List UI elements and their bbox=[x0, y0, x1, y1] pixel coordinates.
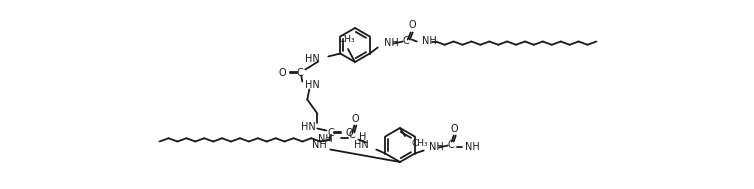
Text: O: O bbox=[451, 123, 458, 133]
Text: C: C bbox=[447, 139, 454, 149]
Text: NH: NH bbox=[317, 135, 333, 145]
Text: HN: HN bbox=[305, 53, 319, 64]
Text: NH: NH bbox=[429, 143, 443, 153]
Text: C: C bbox=[403, 36, 409, 46]
Text: NH: NH bbox=[311, 139, 326, 149]
Text: HN: HN bbox=[301, 122, 315, 132]
Text: O: O bbox=[409, 20, 416, 30]
Text: CH₃: CH₃ bbox=[411, 139, 428, 149]
Text: NH: NH bbox=[384, 39, 398, 49]
Text: HN: HN bbox=[305, 81, 320, 91]
Text: C: C bbox=[349, 130, 356, 140]
Text: C: C bbox=[297, 67, 304, 77]
Text: CH₃: CH₃ bbox=[339, 35, 355, 44]
Text: NH: NH bbox=[421, 36, 437, 46]
Text: H: H bbox=[359, 132, 366, 143]
Text: O: O bbox=[278, 67, 286, 77]
Text: NH: NH bbox=[464, 143, 480, 153]
Text: O: O bbox=[351, 114, 359, 123]
Text: O: O bbox=[345, 128, 353, 138]
Text: HN: HN bbox=[354, 140, 368, 150]
Text: C: C bbox=[328, 128, 335, 138]
